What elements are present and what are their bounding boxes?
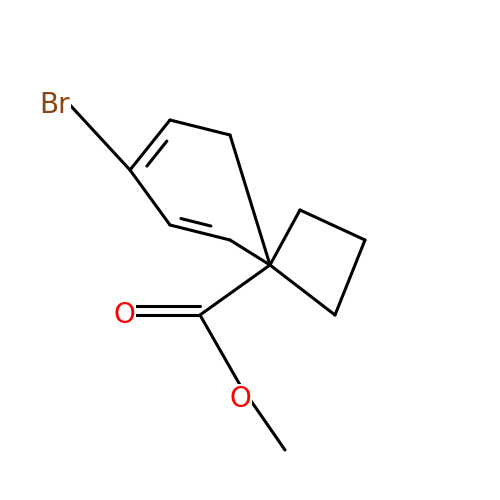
Text: Br: Br	[40, 91, 70, 119]
Text: O: O	[113, 301, 135, 329]
Text: O: O	[229, 385, 251, 413]
